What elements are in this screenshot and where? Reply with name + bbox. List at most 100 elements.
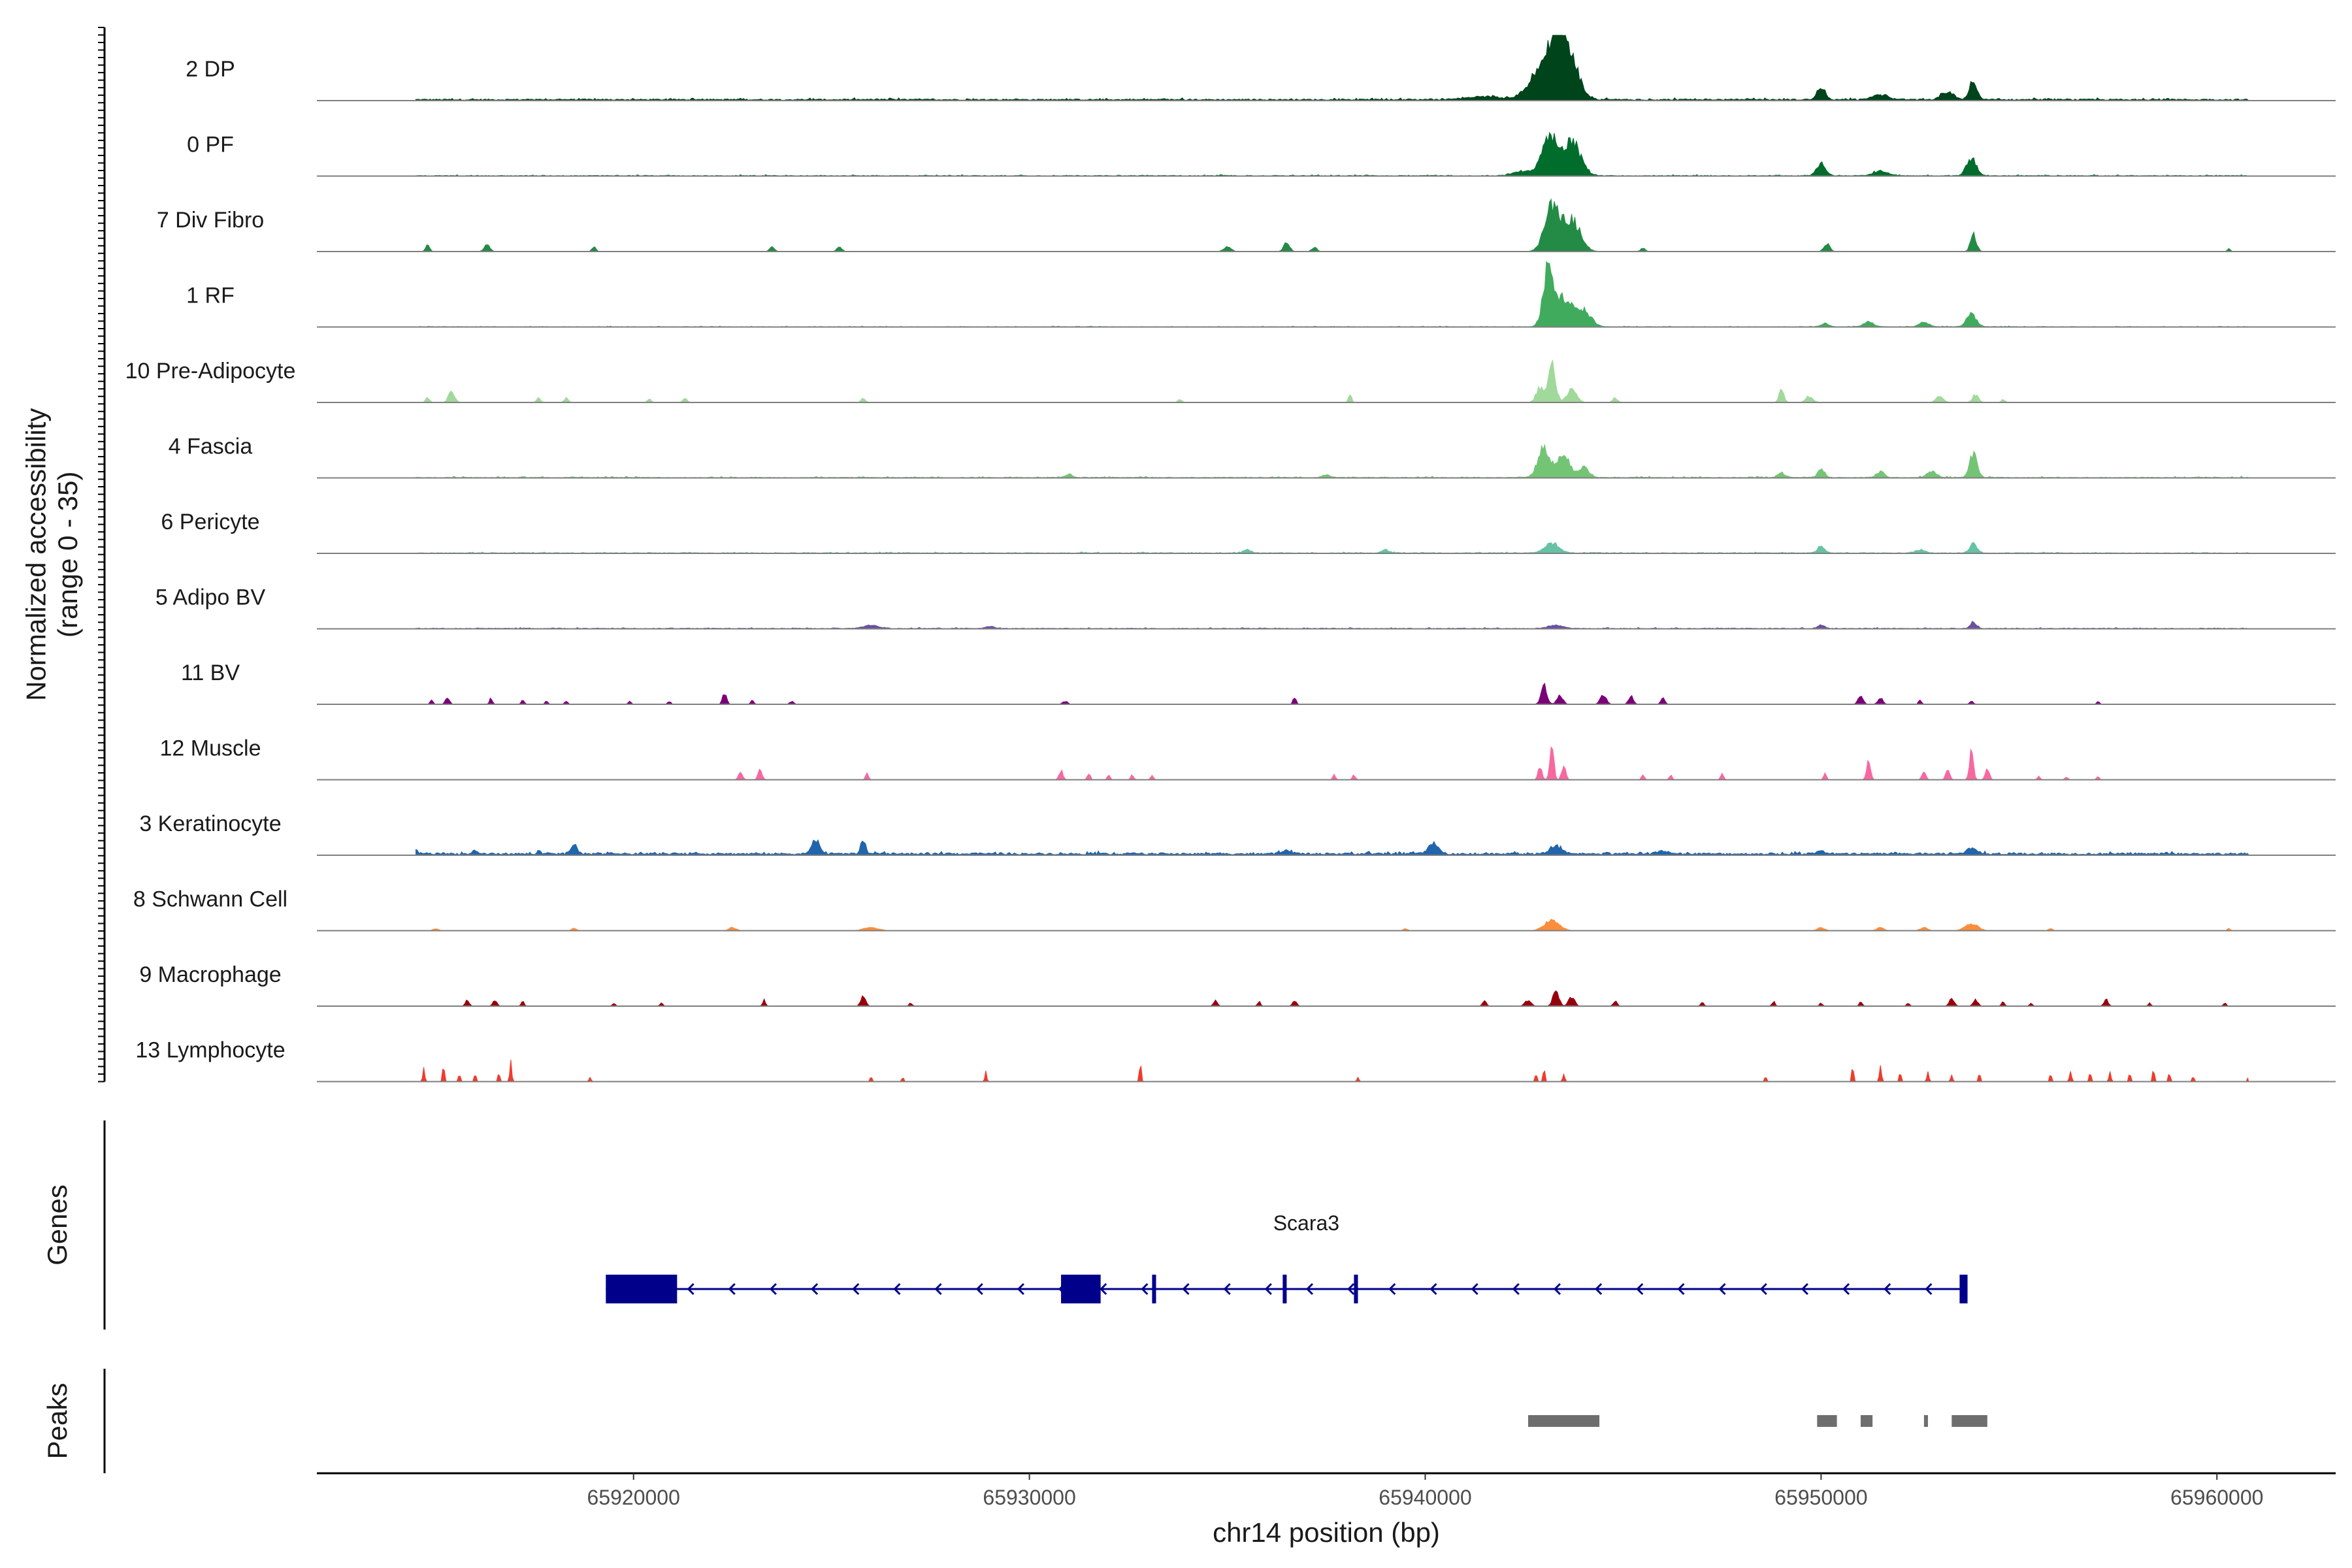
strand-arrow [893,1282,901,1296]
strand-arrow [1594,1282,1603,1296]
gene-exon [1152,1275,1156,1303]
track-1-rf: 1 RF [186,261,2336,328]
track-11-bv: 11 BV [181,661,2336,705]
peak-region [1528,1415,1600,1427]
strand-arrow [1388,1282,1396,1296]
coverage-area [416,35,2249,101]
strand-arrow [1718,1282,1726,1296]
peak-track: Peaks [42,1369,1987,1473]
track-label: 6 Pericyte [161,510,259,534]
coverage-area [416,131,2249,176]
strand-arrow [769,1282,777,1296]
coverage-area [416,1059,2249,1083]
track-label: 0 PF [187,133,234,157]
x-axis: 65920000 65930000 65940000 65950000 65960000… [317,1472,2336,1548]
strand-arrow [1141,1282,1149,1296]
coverage-area [416,682,2249,705]
strand-arrow [1305,1282,1314,1296]
track-3-keratinocyte: 3 Keratinocyte [139,811,2336,856]
track-label: 9 Macrophage [139,962,281,987]
track-10-pre-adipocyte: 10 Pre-Adipocyte [125,359,2336,403]
track-0-pf: 0 PF [187,131,2336,177]
x-tick-label: 65920000 [587,1486,680,1509]
peak-region [1923,1415,1928,1427]
track-5-adipo-bv: 5 Adipo BV [155,585,2336,630]
strand-arrow [1677,1282,1685,1296]
strand-arrow [1759,1282,1767,1296]
y-axis-title-line1: Normalized accessibility [21,408,52,701]
strand-arrow [1471,1282,1478,1296]
track-label: 5 Adipo BV [155,585,266,610]
strand-arrow [1100,1282,1107,1296]
x-axis-title: chr14 position (bp) [1213,1517,1440,1548]
strand-arrow [1553,1282,1561,1296]
track-12-muscle: 12 Muscle [160,736,2336,781]
track-8-schwann-cell: 8 Schwann Cell [133,887,2336,932]
coverage-area [416,839,2249,856]
strand-arrow [934,1282,942,1296]
track-7-div-fibro: 7 Div Fibro [157,198,2336,252]
coverage-area [416,542,2249,554]
peak-region [1952,1415,1987,1427]
strand-arrow [1884,1282,1891,1296]
y-axis-title: Normalized accessibility(range 0 - 35) [21,408,83,701]
track-label: 8 Schwann Cell [133,887,287,912]
coverage-tracks: Normalized accessibility(range 0 - 35) 2 … [21,27,2336,1083]
gene-name-label: Scara3 [1273,1211,1339,1235]
genes-panel-title: Genes [42,1184,73,1266]
strand-arrow [1017,1282,1024,1296]
peak-region [1860,1415,1873,1427]
coverage-area [416,261,2250,327]
coverage-area [416,444,2249,478]
gene-exon [1061,1275,1101,1303]
track-label: 4 Fascia [169,434,253,459]
y-axis-title-line2: (range 0 - 35) [52,472,83,638]
track-9-macrophage: 9 Macrophage [139,962,2336,1007]
strand-arrow [1636,1282,1644,1296]
coverage-area [416,198,2249,252]
x-tick-label: 65930000 [983,1486,1075,1509]
strand-arrow [1264,1282,1272,1296]
track-label: 1 RF [186,284,235,308]
gene-exon [1282,1275,1287,1303]
track-6-pericyte: 6 Pericyte [161,510,2336,554]
track-4-fascia: 4 Fascia [169,434,2336,479]
coverage-area [416,919,2249,931]
track-label: 12 Muscle [160,736,261,761]
strand-arrow [1512,1282,1520,1296]
x-tick-label: 65950000 [1774,1486,1867,1509]
track-label: 13 Lymphocyte [135,1038,285,1063]
track-label: 10 Pre-Adipocyte [125,359,296,384]
coverage-area [416,990,2249,1007]
peak-region [1817,1415,1837,1427]
strand-arrow [1182,1282,1190,1296]
track-label: 11 BV [181,661,240,685]
strand-arrow [1429,1282,1437,1296]
strand-arrow [1801,1282,1808,1296]
gene-exon [1959,1275,1968,1303]
strand-arrow [1347,1282,1355,1296]
peaks-panel-title: Peaks [42,1383,73,1460]
track-label: 7 Div Fibro [157,208,264,233]
strand-arrow [1223,1282,1231,1296]
coverage-area [416,745,2249,780]
gene-exon [606,1275,678,1303]
coverage-area [416,360,2249,403]
strand-arrow [728,1282,736,1296]
track-2-dp: 2 DP [186,35,2336,101]
strand-arrow [1842,1282,1850,1296]
strand-arrow [687,1282,694,1296]
track-label: 3 Keratinocyte [139,811,281,836]
gene-exon [1354,1275,1358,1303]
strand-arrow [852,1282,860,1296]
strand-arrow [975,1282,983,1296]
strand-arrow [1925,1282,1933,1296]
coverage-area [416,621,2249,629]
x-tick-label: 65940000 [1379,1486,1471,1509]
x-tick-label: 65960000 [2170,1486,2263,1509]
track-13-lymphocyte: 13 Lymphocyte [135,1038,2336,1083]
gene-track: Genes Scara3 [42,1120,1968,1330]
track-label: 2 DP [186,57,235,82]
